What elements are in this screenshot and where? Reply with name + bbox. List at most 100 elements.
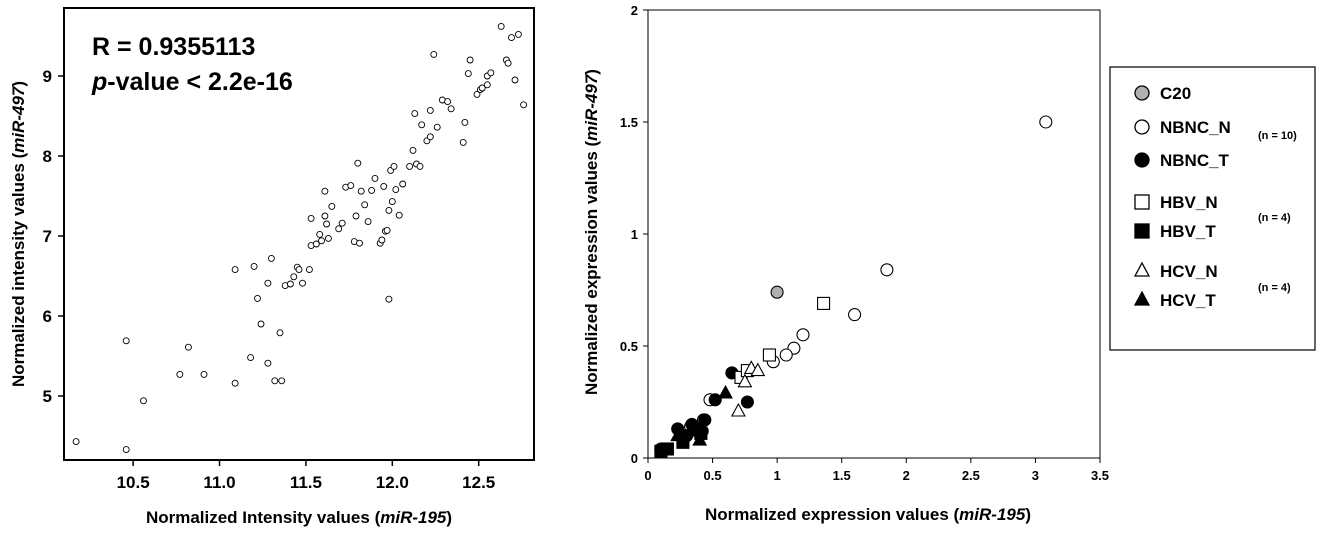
- point-hcv-t-0: [670, 427, 686, 442]
- left-point-14: [264, 279, 272, 287]
- right-y-axis-label-gene: miR-497: [582, 73, 601, 141]
- right-x-ticks: 0 0.5 1 1.5 2 2.5 3 3.5: [644, 458, 1109, 483]
- legend-note-nbnc: (n = 10): [1258, 130, 1297, 142]
- left-y-tick-label-4: 9: [43, 67, 52, 86]
- right-y-tick-label-4: 2: [631, 3, 638, 18]
- left-correlation-r: R = 0.9355113: [92, 33, 255, 61]
- left-point-23: [295, 266, 303, 274]
- point-nbnc-n-5: [779, 348, 793, 362]
- left-x-tick-label-0: 10.5: [117, 473, 150, 492]
- left-point-53: [383, 226, 391, 234]
- left-point-3: [140, 397, 147, 405]
- left-point-74: [444, 98, 452, 106]
- left-point-7: [231, 379, 239, 387]
- left-point-59: [392, 186, 400, 194]
- legend-item-hcv-n: HCV_N: [1133, 261, 1218, 281]
- left-x-tick-label-4: 12.5: [462, 473, 495, 492]
- legend-note-hcv: (n = 4): [1258, 282, 1291, 294]
- point-hcv-n-1: [737, 373, 753, 388]
- left-point-25: [305, 266, 313, 274]
- left-point-66: [416, 162, 424, 170]
- left-x-axis-label-suffix: ): [446, 508, 452, 527]
- left-point-45: [361, 201, 369, 209]
- left-point-50: [378, 236, 386, 244]
- right-y-axis-label-prefix: Normalized expression values (: [582, 140, 601, 394]
- left-x-axis-label-gene: miR-195: [380, 508, 447, 527]
- left-point-63: [409, 146, 417, 154]
- legend-marker-nbnc-t: [1134, 152, 1150, 168]
- left-point-4: [176, 370, 184, 378]
- point-hbv-t-1: [660, 442, 674, 456]
- right-x-axis-label-prefix: Normalized expression values (: [705, 505, 959, 524]
- left-x-axis-label: Normalized Intensity values (miR-195): [146, 508, 452, 527]
- legend-label-hcv-t: HCV_T: [1160, 291, 1216, 310]
- left-y-tick-label-1: 6: [43, 307, 52, 326]
- point-hcv-t-1: [692, 431, 708, 446]
- left-y-axis-label-suffix: ): [9, 81, 28, 87]
- left-point-67: [418, 121, 426, 129]
- left-point-24: [299, 279, 306, 287]
- left-point-39: [347, 182, 355, 190]
- left-p-value: p-value < 2.2e-16: [91, 68, 293, 96]
- left-point-78: [464, 70, 472, 78]
- left-point-85: [487, 69, 495, 77]
- left-point-34: [324, 234, 332, 242]
- left-point-5: [184, 343, 192, 351]
- right-x-tick-label-1: 0.5: [704, 468, 722, 483]
- left-x-tick-label-3: 12.0: [376, 473, 409, 492]
- right-y-axis-label: Normalized expression values (miR-497): [582, 69, 601, 395]
- left-p-value-italic: p: [91, 68, 107, 96]
- legend-marker-hbv-t: [1134, 223, 1150, 239]
- left-point-29: [316, 230, 324, 238]
- left-y-tick-label-2: 7: [43, 227, 52, 246]
- point-hcv-t-2: [718, 384, 733, 399]
- legend-label-hbv-t: HBV_T: [1160, 222, 1216, 241]
- left-point-90: [511, 76, 519, 84]
- point-hcv-t-3: [685, 422, 701, 437]
- legend: C20 NBNC_N (n = 10) NBNC_T HBV_N (n = 4)…: [1109, 66, 1316, 351]
- left-point-89: [508, 34, 515, 42]
- left-point-42: [354, 159, 362, 167]
- left-point-41: [352, 212, 360, 220]
- left-point-28: [312, 240, 320, 248]
- left-x-tick-label-2: 11.5: [290, 473, 322, 492]
- left-y-ticks: 5 6 7 8 9: [43, 67, 64, 406]
- point-nbnc-n-0: [1039, 115, 1053, 129]
- right-x-tick-label-5: 2.5: [962, 468, 980, 483]
- left-point-51: [380, 182, 388, 190]
- point-hcv-n-3: [750, 362, 766, 377]
- left-point-11: [254, 294, 261, 302]
- left-point-1: [122, 446, 130, 454]
- left-point-54: [385, 295, 393, 303]
- left-point-75: [447, 105, 455, 113]
- point-nbnc-n-3: [796, 328, 810, 342]
- point-nbnc-n-2: [848, 308, 862, 322]
- left-point-10: [250, 262, 258, 270]
- left-point-86: [497, 22, 505, 30]
- legend-label-nbnc-n: NBNC_N: [1160, 118, 1231, 137]
- left-point-79: [466, 56, 474, 64]
- left-point-61: [399, 180, 407, 188]
- legend-item-hcv-t: HCV_T: [1133, 290, 1216, 310]
- legend-label-c20: C20: [1160, 84, 1191, 103]
- legend-marker-hbv-n: [1134, 194, 1150, 210]
- left-point-32: [321, 187, 329, 195]
- right-x-tick-label-0: 0: [644, 468, 651, 483]
- right-x-axis-label-suffix: ): [1025, 505, 1031, 524]
- legend-marker-hcv-t: [1133, 290, 1151, 306]
- left-point-69: [426, 133, 434, 141]
- legend-marker-hcv-n: [1133, 261, 1151, 277]
- right-x-tick-label-6: 3: [1032, 468, 1039, 483]
- point-hbv-n-2: [762, 348, 776, 362]
- left-point-58: [390, 162, 398, 170]
- left-point-8: [231, 266, 239, 274]
- right-x-tick-label-4: 2: [903, 468, 910, 483]
- right-y-tick-label-3: 1.5: [620, 115, 638, 130]
- right-points: [654, 115, 1053, 458]
- left-y-tick-label-0: 5: [43, 387, 52, 406]
- left-point-55: [385, 206, 393, 214]
- legend-label-hbv-n: HBV_N: [1160, 193, 1218, 212]
- right-y-axis-label-suffix: ): [582, 69, 601, 75]
- left-point-6: [200, 370, 208, 378]
- legend-note-hbv: (n = 4): [1258, 212, 1291, 224]
